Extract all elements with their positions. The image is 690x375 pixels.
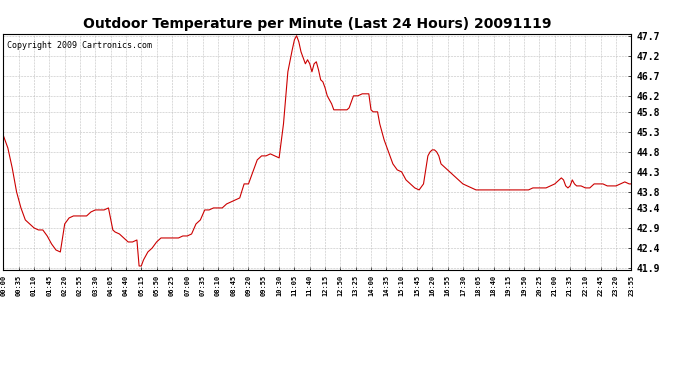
- Title: Outdoor Temperature per Minute (Last 24 Hours) 20091119: Outdoor Temperature per Minute (Last 24 …: [83, 17, 551, 31]
- Text: Copyright 2009 Cartronics.com: Copyright 2009 Cartronics.com: [7, 41, 152, 50]
